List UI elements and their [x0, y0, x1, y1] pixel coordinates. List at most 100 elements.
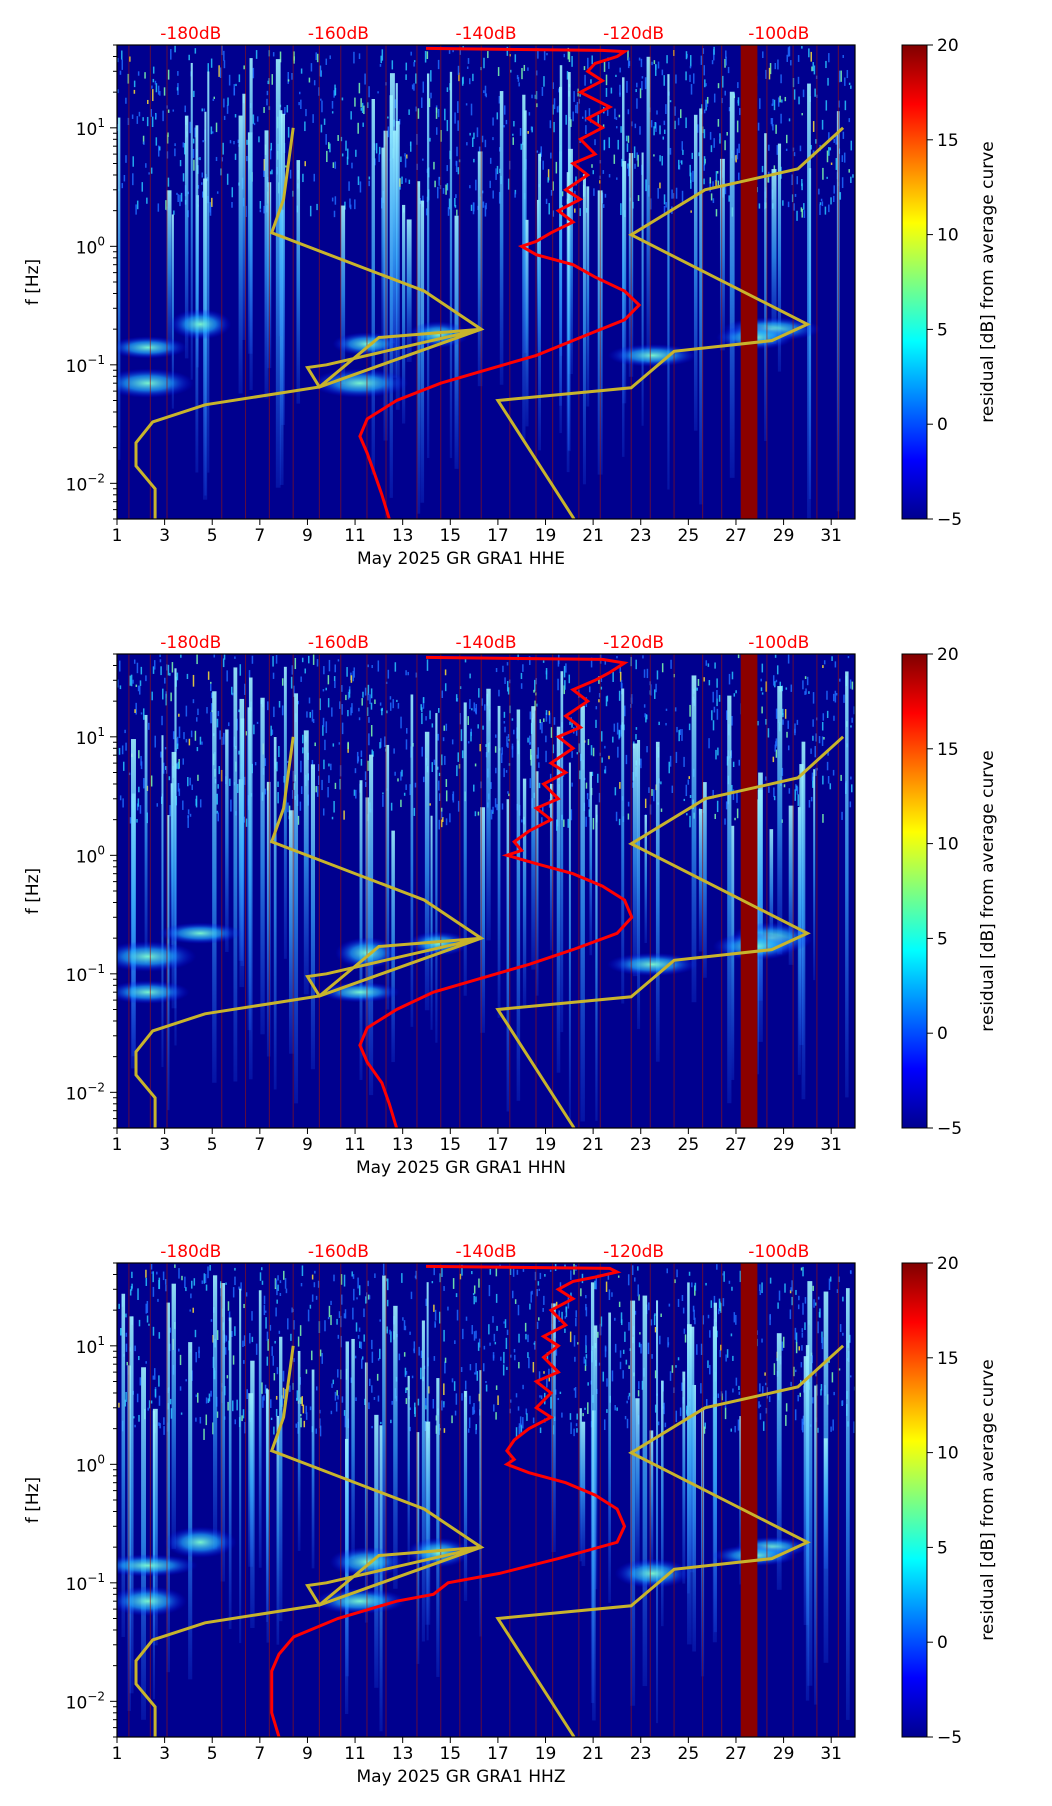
- heatmap-cell: [119, 685, 122, 690]
- heatmap-cell: [728, 195, 730, 202]
- heatmap-cell: [705, 1282, 707, 1286]
- colorbar-tick-label: −5: [937, 510, 962, 530]
- heatmap-cell: [327, 675, 330, 685]
- heatmap-cell: [619, 671, 622, 682]
- heatmap-cell: [361, 102, 364, 113]
- heatmap-cell: [302, 1404, 305, 1414]
- heatmap-cell: [400, 716, 402, 729]
- heatmap-cell: [323, 118, 326, 125]
- heatmap-cell: [495, 1385, 498, 1390]
- heatmap-cell: [316, 203, 318, 211]
- heatmap-cell: [139, 1377, 142, 1386]
- heatmap-cell: [322, 808, 325, 816]
- heatmap-cell: [661, 155, 663, 166]
- heatmap-cell: [841, 1400, 844, 1406]
- heatmap-cell: [138, 1355, 140, 1361]
- heatmap-cell: [174, 148, 176, 157]
- heatmap-cell: [368, 86, 370, 98]
- heatmap-cell: [286, 105, 289, 113]
- heatmap-cell: [274, 1278, 277, 1290]
- heatmap-cell: [246, 1389, 248, 1400]
- heatmap-cell: [373, 1397, 376, 1400]
- heatmap-cell: [481, 135, 484, 143]
- heatmap-cell: [808, 48, 810, 58]
- heatmap-cell: [518, 1423, 521, 1428]
- heatmap-cell: [210, 1390, 212, 1397]
- heatmap-cell: [289, 1385, 291, 1392]
- heatmap-cell: [774, 654, 777, 658]
- heatmap-cell: [643, 669, 646, 678]
- heatmap-cell: [401, 1273, 403, 1283]
- heatmap-cell: [511, 718, 514, 721]
- heatmap-cell: [207, 63, 209, 73]
- heatmap-cell: [399, 178, 401, 187]
- heatmap-cell: [222, 142, 224, 155]
- heatmap-streak: [395, 121, 400, 410]
- heatmap-cell: [341, 153, 344, 157]
- heatmap-cell: [137, 1288, 139, 1300]
- heatmap-cell: [550, 1396, 552, 1409]
- heatmap-cell: [266, 90, 269, 96]
- heatmap-cell: [413, 1341, 416, 1354]
- heatmap-cell: [595, 719, 597, 728]
- heatmap-cell: [493, 1404, 495, 1412]
- heatmap-cell: [182, 142, 185, 148]
- heatmap-cell: [722, 1273, 724, 1276]
- heatmap-cell: [139, 680, 142, 686]
- heatmap-cell: [850, 85, 852, 89]
- heatmap-cell: [363, 105, 365, 115]
- heatmap-cell: [360, 108, 363, 111]
- heatmap-cell: [794, 1327, 797, 1340]
- heatmap-cell: [177, 783, 180, 792]
- heatmap-cell: [602, 170, 605, 174]
- heatmap-blob: [607, 343, 698, 367]
- heatmap-cell: [552, 210, 555, 217]
- heatmap-cell: [472, 1406, 474, 1415]
- heatmap-cell: [151, 1271, 154, 1274]
- heatmap-cell: [758, 203, 761, 209]
- heatmap-cell: [716, 171, 719, 174]
- heatmap-cell: [189, 1309, 191, 1312]
- heatmap-cell: [148, 1323, 150, 1326]
- heatmap-cell: [153, 660, 156, 670]
- heatmap-cell: [133, 1416, 135, 1419]
- heatmap-cell: [548, 710, 551, 716]
- heatmap-cell: [703, 178, 705, 185]
- heatmap-cell: [584, 1365, 587, 1371]
- heatmap-cell: [810, 144, 812, 150]
- heatmap-cell: [648, 1302, 650, 1311]
- heatmap-cell: [322, 688, 325, 692]
- heatmap-cell: [769, 63, 772, 75]
- db-tick-label: -180dB: [160, 633, 221, 653]
- heatmap-cell: [731, 715, 733, 726]
- heatmap-cell: [675, 74, 677, 84]
- heatmap-cell: [460, 729, 463, 742]
- heatmap-cell: [715, 179, 717, 187]
- heatmap-cell: [140, 712, 143, 715]
- heatmap-cell: [142, 117, 144, 121]
- heatmap-cell: [716, 690, 718, 699]
- heatmap-cell: [790, 684, 793, 692]
- heatmap-cell: [324, 1320, 326, 1332]
- heatmap-cell: [287, 71, 289, 84]
- heatmap-cell: [138, 111, 141, 117]
- heatmap-cell: [517, 77, 520, 82]
- heatmap-cell: [705, 1399, 708, 1408]
- heatmap-cell: [255, 1343, 258, 1355]
- heatmap-cell: [587, 57, 589, 69]
- heatmap-cell: [776, 665, 779, 675]
- heatmap-cell: [485, 202, 487, 210]
- heatmap-cell: [145, 163, 147, 168]
- heatmap-cell: [618, 1301, 621, 1308]
- heatmap-cell: [492, 810, 494, 814]
- heatmap-cell: [287, 802, 289, 813]
- heatmap-cell: [353, 789, 356, 796]
- heatmap-cell: [817, 1427, 819, 1433]
- heatmap-cell: [232, 1287, 235, 1298]
- heatmap-cell: [657, 1421, 660, 1426]
- heatmap-cell: [636, 98, 638, 109]
- heatmap-cell: [336, 1390, 338, 1396]
- heatmap-cell: [694, 1282, 697, 1291]
- day-line-layer: [128, 45, 839, 519]
- heatmap-cell: [277, 1284, 279, 1291]
